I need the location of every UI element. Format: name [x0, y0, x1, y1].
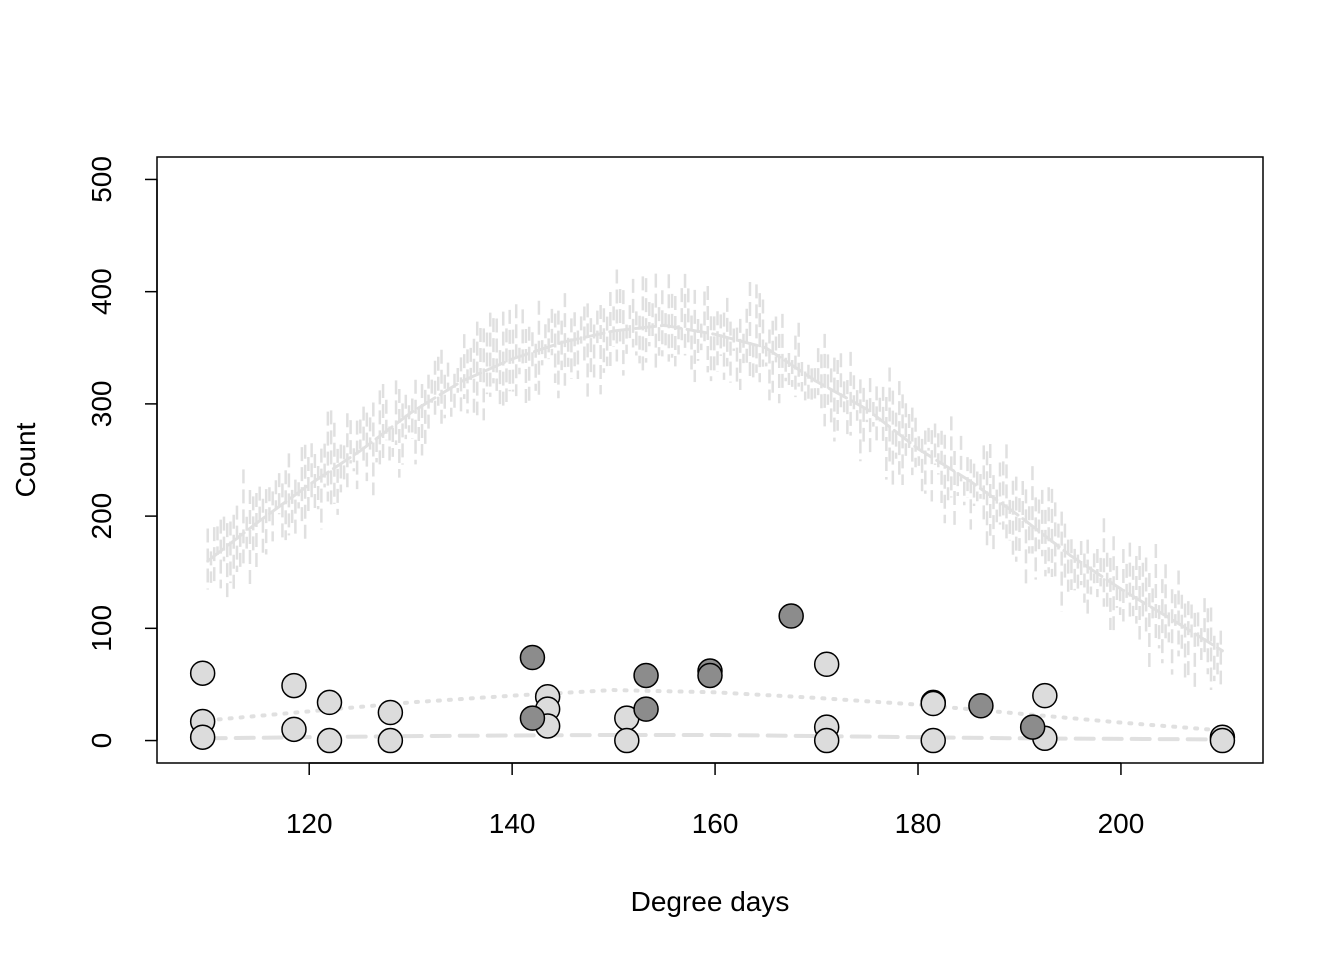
- y-tick-label: 300: [86, 381, 117, 428]
- data-point: [614, 727, 640, 754]
- curves-layer: [205, 269, 1225, 742]
- data-point: [633, 696, 659, 722]
- y-tick-label: 100: [86, 605, 117, 652]
- x-axis: 120 140 160 180 200: [286, 762, 1145, 839]
- x-tick-label: 140: [489, 808, 536, 839]
- series-line-noisy-dashed-curve: [206, 323, 1224, 653]
- data-point: [813, 727, 840, 754]
- y-axis-title: Count: [10, 422, 41, 497]
- data-point: [633, 662, 659, 689]
- y-tick-label: 200: [86, 493, 117, 540]
- data-point: [281, 672, 307, 699]
- y-tick-label: 0: [86, 733, 117, 749]
- y-tick-label: 500: [86, 156, 117, 203]
- data-point: [281, 716, 307, 743]
- data-point: [316, 727, 343, 754]
- series-line-dashed-curve: [205, 732, 1225, 742]
- data-point: [189, 724, 216, 750]
- data-point: [968, 693, 994, 719]
- x-tick-label: 160: [692, 808, 739, 839]
- series-line-dotted-curve: [205, 688, 1225, 733]
- data-point: [813, 651, 840, 677]
- data-point: [920, 727, 946, 754]
- data-point: [1209, 727, 1236, 754]
- data-point: [189, 660, 216, 686]
- x-tick-label: 120: [286, 808, 333, 839]
- data-point: [920, 690, 946, 717]
- y-tick-label: 400: [86, 268, 117, 315]
- y-axis: 0 100 200 300 400 500: [86, 156, 158, 749]
- data-point: [316, 689, 343, 716]
- data-point: [519, 705, 546, 731]
- points-layer: [189, 603, 1236, 754]
- x-axis-title: Degree days: [631, 886, 790, 917]
- data-point: [697, 662, 723, 689]
- data-point: [377, 727, 404, 754]
- data-point: [519, 644, 546, 671]
- data-point: [377, 699, 404, 726]
- data-point: [778, 603, 804, 629]
- x-tick-label: 200: [1098, 808, 1145, 839]
- data-point: [1019, 714, 1046, 740]
- data-point: [1032, 682, 1058, 709]
- x-tick-label: 180: [895, 808, 942, 839]
